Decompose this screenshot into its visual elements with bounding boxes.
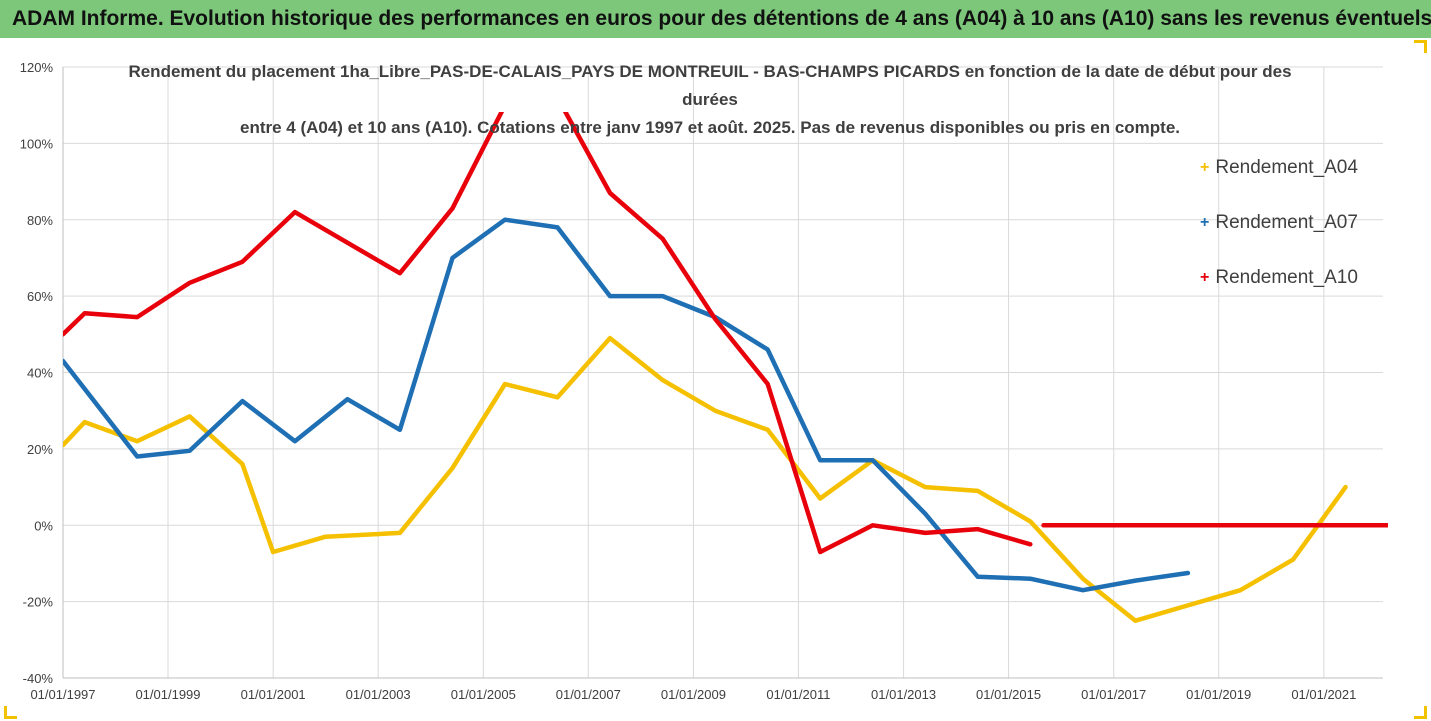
series-line-rendement-a04 xyxy=(63,335,1348,623)
x-tick-label: 01/01/2013 xyxy=(871,687,936,702)
x-tick-label: 01/01/2011 xyxy=(766,687,830,702)
chart-title: Rendement du placement 1ha_Libre_PAS-DE-… xyxy=(120,58,1300,142)
y-tick-label: 60% xyxy=(27,289,53,304)
x-tick-label: 01/01/2001 xyxy=(241,687,306,702)
frame-corner-top-right xyxy=(1414,40,1427,53)
y-tick-label: 40% xyxy=(27,366,53,381)
y-tick-label: 120% xyxy=(20,60,54,75)
x-tick-label: 01/01/2021 xyxy=(1291,687,1356,702)
x-tick-label: 01/01/2005 xyxy=(451,687,516,702)
y-tick-label: 0% xyxy=(34,518,53,533)
x-tick-label: 01/01/2009 xyxy=(661,687,726,702)
series-line-rendement-a07 xyxy=(63,217,1191,593)
chart-legend: + Rendement_A04 + Rendement_A07 + Rendem… xyxy=(1200,140,1358,305)
performance-line-chart: 120% 100% 80% 60% 40% 20% 0% -20% -40% 01/01/199… xyxy=(20,60,1388,702)
legend-marker-a04: + xyxy=(1200,158,1210,176)
report-header: ADAM Informe. Evolution historique des p… xyxy=(0,0,1431,38)
legend-marker-a07: + xyxy=(1200,213,1210,231)
legend-label-a04: Rendement_A04 xyxy=(1215,156,1358,178)
legend-item-a10: + Rendement_A10 xyxy=(1200,250,1358,305)
chart-title-line-2: entre 4 (A04) et 10 ans (A10). Cotations… xyxy=(239,118,1181,137)
y-tick-label: -20% xyxy=(23,595,54,610)
x-tick-label: 01/01/2019 xyxy=(1186,687,1251,702)
x-axis-ticks: 01/01/1997 01/01/1999 01/01/2001 01/01/2003… xyxy=(30,687,1356,702)
chart-title-line-1: Rendement du placement 1ha_Libre_PAS-DE-… xyxy=(128,62,1292,109)
frame-corner-bottom-right xyxy=(1414,706,1427,719)
legend-label-a10: Rendement_A10 xyxy=(1215,266,1358,288)
x-tick-label: 01/01/2015 xyxy=(976,687,1041,702)
x-tick-label: 01/01/1997 xyxy=(30,687,95,702)
y-tick-label: 100% xyxy=(20,136,54,151)
y-tick-label: -40% xyxy=(23,671,54,686)
x-tick-label: 01/01/2007 xyxy=(556,687,621,702)
x-tick-label: 01/01/2017 xyxy=(1081,687,1146,702)
x-tick-label: 01/01/2003 xyxy=(346,687,411,702)
y-tick-label: 80% xyxy=(27,213,53,228)
legend-item-a04: + Rendement_A04 xyxy=(1200,140,1358,195)
y-tick-label: 20% xyxy=(27,442,53,457)
y-axis-ticks: 120% 100% 80% 60% 40% 20% 0% -20% -40% xyxy=(20,60,54,686)
frame-corner-bottom-left xyxy=(4,706,17,719)
legend-item-a07: + Rendement_A07 xyxy=(1200,195,1358,250)
legend-label-a07: Rendement_A07 xyxy=(1215,211,1358,233)
x-tick-label: 01/01/1999 xyxy=(135,687,200,702)
legend-marker-a10: + xyxy=(1200,268,1210,286)
chart-grid xyxy=(62,66,1383,679)
chart-series xyxy=(63,112,1388,623)
series-line-rendement-a10 xyxy=(63,112,1033,555)
